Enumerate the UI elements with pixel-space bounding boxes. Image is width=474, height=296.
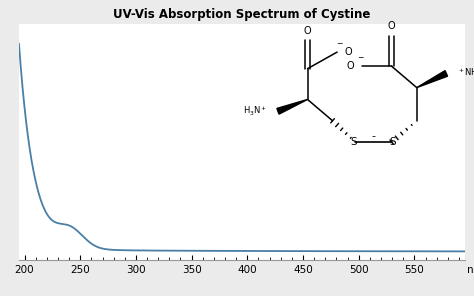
Text: H$_3$N$^+$: H$_3$N$^+$ — [244, 105, 268, 118]
Text: -: - — [372, 131, 375, 141]
Polygon shape — [417, 71, 447, 88]
Polygon shape — [277, 99, 308, 114]
Text: S: S — [390, 137, 396, 147]
Text: O: O — [388, 21, 395, 31]
Text: −: − — [336, 39, 343, 48]
Text: −: − — [356, 54, 363, 62]
Text: O: O — [347, 61, 355, 71]
Text: $^+$NH$_3$: $^+$NH$_3$ — [456, 67, 474, 80]
Title: UV-Vis Absorption Spectrum of Cystine: UV-Vis Absorption Spectrum of Cystine — [113, 8, 370, 21]
Text: O: O — [345, 47, 352, 57]
Text: nm: nm — [467, 265, 474, 275]
Text: O: O — [304, 26, 311, 36]
Text: S: S — [351, 137, 357, 147]
